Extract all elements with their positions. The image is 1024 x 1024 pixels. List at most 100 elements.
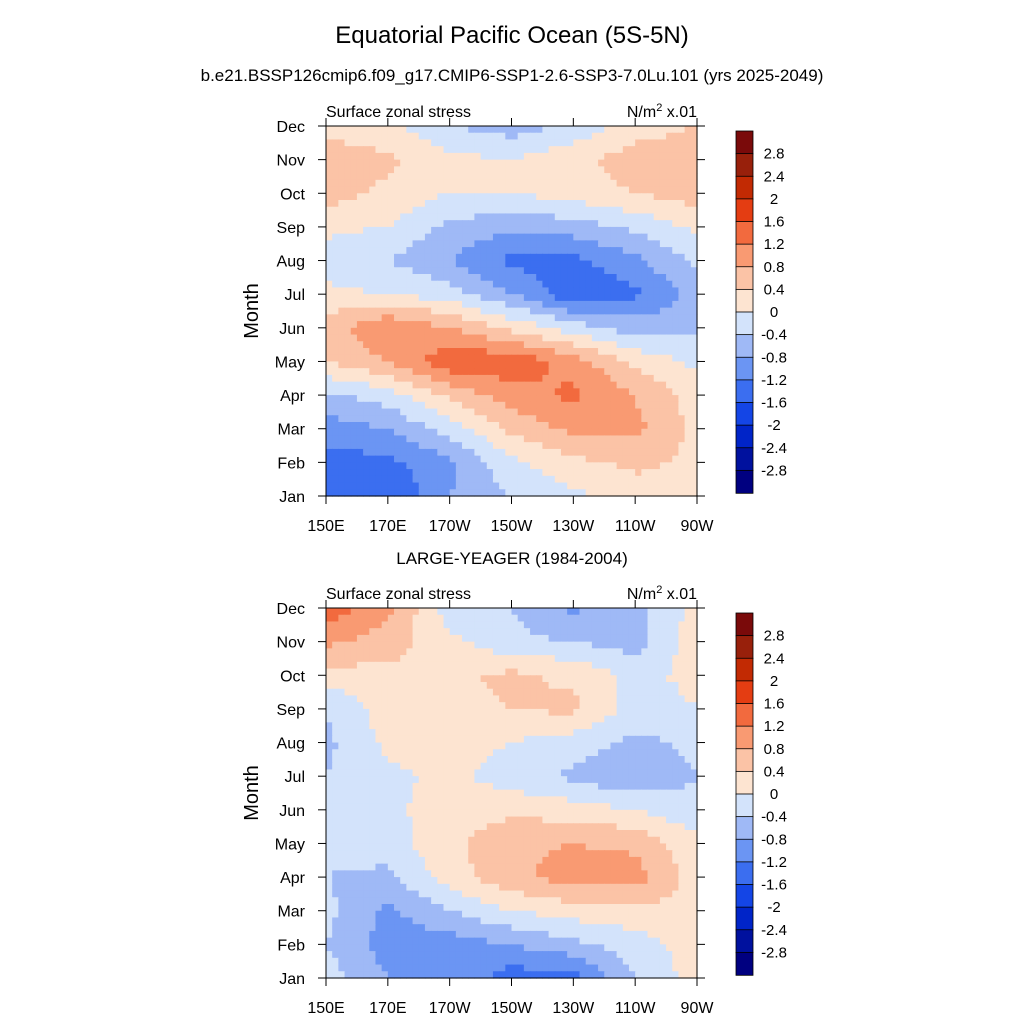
contour-cell <box>480 682 488 690</box>
contour-cell <box>678 294 686 302</box>
contour-cell <box>492 200 500 208</box>
contour-cell <box>499 401 506 410</box>
contour-cell <box>468 126 475 134</box>
contour-cell <box>369 442 377 450</box>
contour-cell <box>505 132 513 141</box>
contour-cell <box>517 233 525 241</box>
contour-cell <box>659 482 667 490</box>
contour-cell <box>387 368 395 376</box>
contour-cell <box>666 132 673 141</box>
contour-cell <box>573 482 581 490</box>
contour-cell <box>406 368 414 376</box>
contour-cell <box>628 769 636 777</box>
contour-cell <box>412 321 420 329</box>
contour-cell <box>505 722 513 730</box>
contour-cell <box>424 280 432 289</box>
contour-cell <box>499 668 506 676</box>
contour-cell <box>431 442 438 450</box>
contour-cell <box>573 688 581 697</box>
contour-cell <box>684 448 692 457</box>
contour-cell <box>548 361 556 369</box>
contour-cell <box>567 253 574 262</box>
contour-cell <box>363 641 370 649</box>
contour-cell <box>363 314 370 322</box>
contour-cell <box>369 641 377 649</box>
contour-cell <box>579 688 587 697</box>
contour-cell <box>616 388 624 396</box>
contour-cell <box>536 247 544 255</box>
contour-cell <box>591 159 599 167</box>
contour-cell <box>431 395 438 403</box>
contour-cell <box>431 200 438 208</box>
contour-cell <box>480 756 488 764</box>
contour-cell <box>486 776 494 784</box>
contour-cell <box>480 186 488 194</box>
contour-cell <box>394 206 401 215</box>
contour-cell <box>375 132 383 141</box>
contour-cell <box>690 166 698 174</box>
contour-cell <box>474 769 482 777</box>
contour-cell <box>628 354 636 363</box>
contour-cell <box>554 442 562 450</box>
contour-cell <box>666 395 673 403</box>
contour-cell <box>443 762 451 771</box>
contour-cell <box>443 186 451 194</box>
contour-cell <box>468 233 475 241</box>
contour-cell <box>628 253 636 262</box>
contour-cell <box>659 200 667 208</box>
contour-cell <box>505 381 513 389</box>
contour-cell <box>554 193 562 201</box>
contour-cell <box>350 756 358 764</box>
contour-cell <box>505 226 513 235</box>
contour-cell <box>511 401 519 410</box>
contour-cell <box>486 300 494 309</box>
contour-cell <box>394 401 401 410</box>
contour-cell <box>443 126 451 134</box>
contour-cell <box>468 614 475 623</box>
contour-cell <box>530 762 537 771</box>
contour-cell <box>381 769 389 777</box>
contour-cell <box>474 334 482 342</box>
contour-cell <box>412 608 420 616</box>
contour-cell <box>628 475 636 484</box>
contour-cell <box>474 648 482 656</box>
contour-cell <box>598 374 605 383</box>
contour-cell <box>480 401 488 410</box>
contour-cell <box>604 455 612 463</box>
contour-cell <box>604 675 612 683</box>
contour-cell <box>511 682 519 690</box>
contour-cell <box>542 206 550 215</box>
contour-cell <box>387 361 395 369</box>
contour-cell <box>344 307 352 315</box>
contour-cell <box>474 240 482 248</box>
contour-cell <box>363 688 370 697</box>
contour-cell <box>666 253 673 262</box>
contour-cell <box>616 307 624 315</box>
contour-cell <box>647 408 655 416</box>
contour-cell <box>585 688 593 697</box>
contour-cell <box>455 247 463 255</box>
contour-cell <box>523 614 531 623</box>
contour-cell <box>690 715 698 723</box>
contour-cell <box>486 749 494 757</box>
contour-cell <box>326 401 333 410</box>
contour-cell <box>591 193 599 201</box>
contour-cell <box>381 395 389 403</box>
contour-cell <box>449 782 457 791</box>
contour-cell <box>554 415 562 423</box>
contour-cell <box>567 715 574 723</box>
contour-cell <box>641 668 649 676</box>
contour-cell <box>616 482 624 490</box>
contour-cell <box>511 146 519 154</box>
contour-cell <box>690 294 698 302</box>
contour-cell <box>468 132 475 141</box>
contour-cell <box>499 287 506 295</box>
contour-cell <box>363 300 370 309</box>
contour-cell <box>616 334 624 342</box>
contour-cell <box>635 675 642 683</box>
contour-cell <box>684 193 692 201</box>
contour-cell <box>424 200 432 208</box>
contour-cell <box>332 274 339 282</box>
contour-cell <box>499 354 506 363</box>
contour-cell <box>610 334 618 342</box>
